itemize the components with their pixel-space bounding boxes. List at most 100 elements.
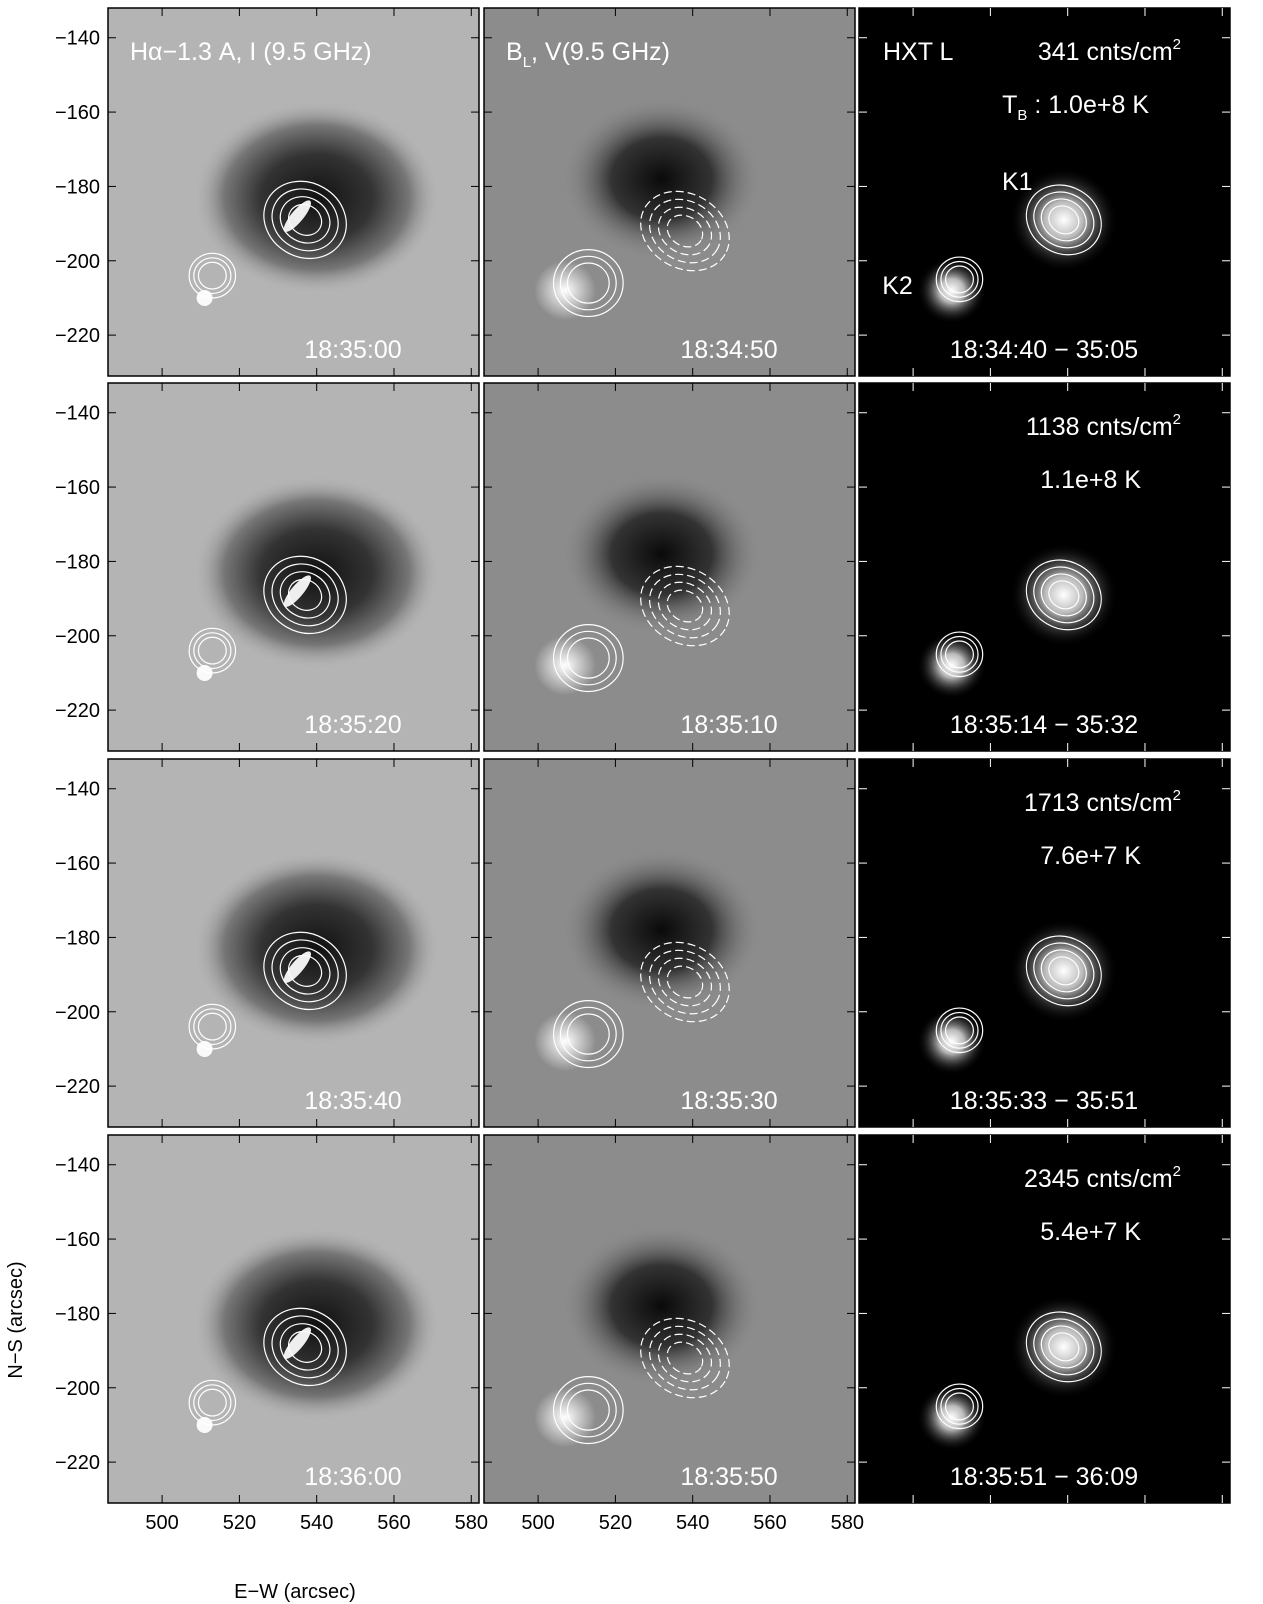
contour <box>648 1325 721 1391</box>
panel-frame <box>858 382 1231 752</box>
contour <box>940 1387 979 1425</box>
contour <box>188 1003 237 1050</box>
label-subscript: B <box>1017 107 1027 124</box>
panel <box>859 383 1230 751</box>
y-tick-label: −160 <box>55 853 100 875</box>
contour <box>263 931 347 1011</box>
contour <box>1025 1311 1102 1383</box>
y-tick-label: −180 <box>55 927 100 949</box>
y-tick-label: −200 <box>55 1002 100 1024</box>
y-tick-label: −220 <box>55 1076 100 1098</box>
contour <box>559 255 617 311</box>
panel <box>484 759 855 1127</box>
panel-label: 1138 cnts/cm2 <box>1026 411 1181 441</box>
y-tick-label: −200 <box>55 626 100 648</box>
contour <box>279 1323 331 1371</box>
contour <box>944 1016 974 1045</box>
contour <box>935 256 984 303</box>
x-tick-label: 500 <box>145 1512 178 1534</box>
panel <box>484 1135 855 1503</box>
contour <box>271 1315 339 1379</box>
time-label: 18:35:51 − 36:09 <box>950 1463 1138 1491</box>
bright-kernel <box>196 1416 213 1433</box>
panel-frame <box>107 758 480 1128</box>
y-tick-label: −140 <box>55 403 100 425</box>
y-tick-label: −180 <box>55 1303 100 1325</box>
y-tick-label: −220 <box>55 700 100 722</box>
panel-frame <box>858 758 1231 1128</box>
contour <box>640 1317 730 1399</box>
panel-label: Hα−1.3 A, I (9.5 GHz) <box>130 38 372 66</box>
hxr-source <box>1009 1294 1118 1399</box>
contour <box>657 957 713 1007</box>
panel <box>859 1135 1230 1503</box>
contour <box>1033 942 1095 1000</box>
contour <box>640 190 730 272</box>
panel <box>108 1135 479 1503</box>
label-superscript: 2 <box>1173 1163 1181 1180</box>
x-tick-label: 500 <box>521 1512 554 1534</box>
contour <box>271 939 339 1003</box>
contour <box>566 637 610 679</box>
penumbra <box>193 475 441 670</box>
contour <box>197 261 227 290</box>
y-tick-label: −200 <box>55 1378 100 1400</box>
label-superscript: 2 <box>1173 411 1181 428</box>
x-tick-label: 540 <box>676 1512 709 1534</box>
x-axis-label: E−W (arcsec) <box>234 1581 356 1603</box>
contour <box>1033 566 1095 624</box>
contour <box>1040 573 1087 617</box>
contour <box>559 1006 617 1062</box>
contour <box>657 581 713 631</box>
bright-region <box>534 1011 597 1072</box>
contour <box>287 1330 323 1363</box>
contour <box>940 260 979 298</box>
x-tick-label: 540 <box>300 1512 333 1534</box>
penumbra <box>193 851 441 1046</box>
panel-frame <box>107 382 480 752</box>
contour <box>648 573 721 639</box>
contour <box>935 631 984 678</box>
contour <box>287 203 323 236</box>
bright-region <box>534 635 597 696</box>
contour <box>640 565 730 647</box>
contour <box>935 1007 984 1054</box>
bright-region <box>534 260 597 321</box>
bright-kernel <box>283 575 312 607</box>
contour <box>287 954 323 987</box>
contour <box>271 563 339 627</box>
contour <box>1048 956 1080 986</box>
bright-region <box>534 1387 597 1448</box>
label-superscript: 2 <box>1173 787 1181 804</box>
label-main: 1713 cnts/cm <box>1024 789 1173 817</box>
time-label: 18:34:40 − 35:05 <box>950 336 1138 364</box>
bright-kernel <box>196 1040 213 1057</box>
panel-frame <box>107 1134 480 1504</box>
contour <box>1048 580 1080 610</box>
panel-frame <box>107 7 480 377</box>
panel <box>859 759 1230 1127</box>
contour <box>648 949 721 1015</box>
contour <box>1040 1325 1087 1369</box>
panel-label: 5.4e+7 K <box>1040 1218 1141 1246</box>
time-label: 18:35:20 <box>304 711 401 739</box>
contour <box>940 1011 979 1049</box>
y-tick-label: −160 <box>55 477 100 499</box>
contour <box>1048 1332 1080 1362</box>
time-label: 18:36:00 <box>304 1463 401 1491</box>
dark-region <box>561 472 763 636</box>
contour <box>666 1341 704 1375</box>
panel <box>108 383 479 751</box>
panel <box>108 759 479 1127</box>
penumbra <box>193 100 441 295</box>
y-tick-label: −140 <box>55 779 100 801</box>
contour <box>197 1388 227 1417</box>
panel-frame <box>858 7 1231 377</box>
y-tick-label: −160 <box>55 102 100 124</box>
penumbra <box>193 1227 441 1422</box>
x-tick-label: 580 <box>455 1512 488 1534</box>
label-rest: : 1.0e+8 K <box>1027 91 1149 119</box>
source-label: K1 <box>1002 168 1033 196</box>
y-tick-label: −180 <box>55 176 100 198</box>
